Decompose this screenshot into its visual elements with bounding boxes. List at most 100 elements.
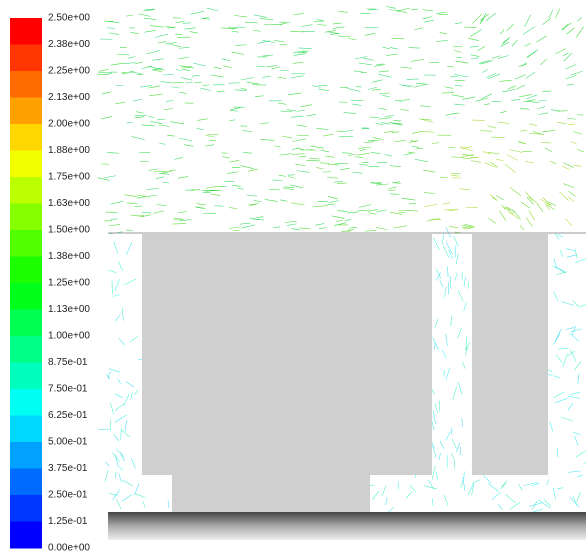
vector (110, 201, 123, 204)
vector (482, 69, 487, 72)
vector (513, 210, 520, 219)
vector (383, 47, 390, 49)
vector (556, 355, 562, 363)
color-swatch (10, 151, 42, 178)
vector (517, 85, 525, 89)
vector (149, 195, 157, 196)
vector (415, 159, 428, 162)
vector (573, 131, 582, 134)
vector (385, 154, 393, 156)
vector (156, 177, 164, 179)
vector (337, 220, 343, 221)
vector (510, 187, 521, 195)
vector (359, 205, 372, 208)
vector (127, 203, 139, 204)
vector (578, 373, 579, 384)
vector (255, 96, 263, 97)
vector (467, 342, 470, 350)
vector (236, 45, 247, 46)
vector (371, 153, 381, 154)
vector (492, 492, 501, 499)
vector (179, 47, 189, 48)
vector (391, 38, 404, 39)
vector (444, 495, 448, 506)
vector (525, 15, 531, 27)
vector (207, 8, 218, 11)
vector (135, 390, 139, 395)
vector (386, 7, 396, 9)
vector (293, 62, 304, 63)
vector (432, 466, 435, 479)
vector (348, 154, 355, 156)
vector (550, 422, 553, 432)
vector (557, 267, 565, 273)
vector (106, 73, 112, 74)
vector (260, 18, 273, 19)
vector (545, 148, 553, 152)
vector (403, 86, 413, 87)
vector (571, 71, 583, 75)
vector (463, 477, 465, 491)
vector (106, 212, 117, 213)
vector (540, 59, 546, 65)
vector (118, 261, 122, 270)
vector (325, 31, 336, 33)
vector (558, 348, 569, 349)
vector (254, 15, 267, 18)
vector (401, 67, 412, 68)
vector (170, 122, 184, 124)
vector (529, 124, 537, 126)
vector (450, 276, 451, 289)
vector (542, 130, 555, 132)
vector (230, 160, 239, 162)
ground (108, 512, 586, 540)
vector (527, 50, 538, 57)
vector (563, 354, 568, 367)
vector (117, 54, 129, 55)
vector (412, 131, 422, 133)
vector (557, 122, 566, 123)
vector (424, 486, 437, 489)
vector (278, 77, 287, 79)
vector (155, 34, 168, 37)
vector (447, 267, 448, 277)
vector (492, 197, 498, 201)
vector (376, 64, 383, 65)
vector (510, 150, 523, 153)
vector (510, 502, 520, 509)
color-swatch (10, 45, 42, 72)
vector (577, 17, 582, 21)
vector (131, 458, 135, 468)
vector (425, 204, 438, 206)
vector (156, 205, 166, 206)
vector (436, 12, 446, 14)
vector (574, 436, 578, 445)
vector (519, 484, 522, 490)
vector (153, 211, 164, 214)
vector (423, 10, 433, 11)
color-swatch (10, 389, 42, 416)
vector (532, 509, 542, 512)
vector (507, 207, 515, 212)
vector (281, 136, 292, 138)
vector (455, 61, 468, 63)
vector (574, 361, 581, 370)
vector (133, 99, 143, 101)
vector (555, 49, 565, 54)
color-label: 7.50e-01 (48, 384, 88, 395)
vector (511, 100, 520, 101)
vector (193, 63, 205, 66)
vector (462, 418, 463, 427)
vector (223, 66, 231, 68)
vector (454, 104, 465, 105)
vector (498, 504, 502, 509)
vector (171, 44, 182, 47)
vector (526, 218, 532, 227)
color-label: 2.00e+00 (48, 119, 90, 130)
vector (232, 31, 239, 32)
vector (148, 86, 160, 88)
vector (567, 118, 576, 119)
vector (102, 92, 111, 94)
vector (529, 210, 535, 220)
vector (257, 217, 263, 218)
